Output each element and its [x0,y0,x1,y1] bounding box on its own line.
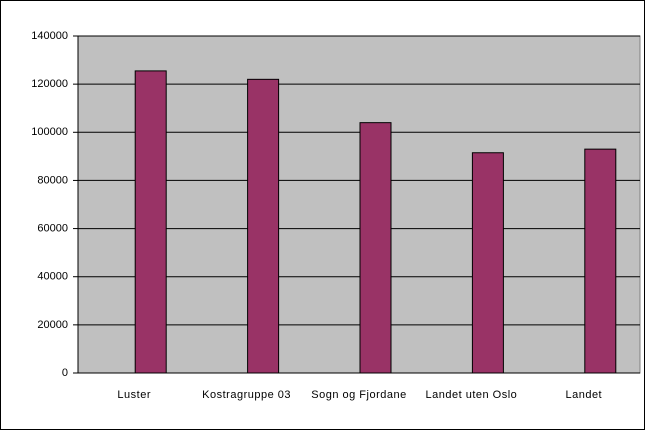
bar [359,122,392,374]
x-tick-label: Sogn og Fjordane [311,389,406,401]
x-tick-label: Landet uten Oslo [426,389,518,401]
y-tick-label: 40000 [37,271,68,283]
plot-area [77,35,641,374]
y-tick-label: 80000 [37,174,68,186]
x-tick-label: Kostragruppe 03 [202,389,291,401]
x-tick-label: Luster [117,389,151,401]
x-tick-label: Landet [565,389,602,401]
y-tick-label: 20000 [37,319,68,331]
bar [584,148,617,374]
y-tick-label: 120000 [31,78,68,90]
y-tick-label: 140000 [31,30,68,42]
bar [134,70,167,374]
y-tick-label: 100000 [31,126,68,138]
y-tick-label: 60000 [37,222,68,234]
y-tick-label: 0 [62,367,68,379]
bar [247,78,280,374]
bar [471,152,504,374]
